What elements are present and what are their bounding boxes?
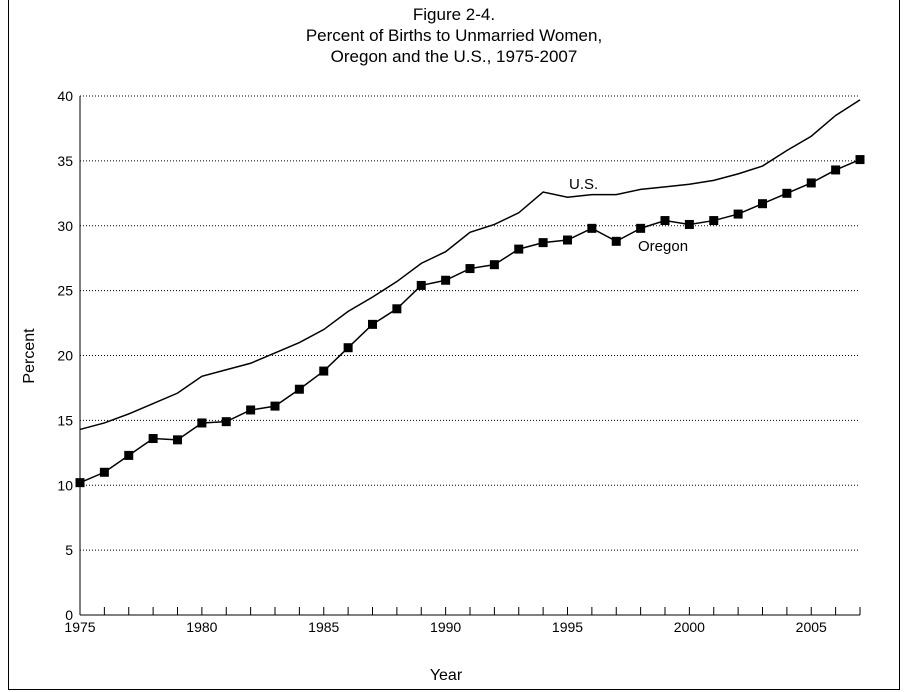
y-gridlines	[80, 95, 860, 551]
data-point-marker	[148, 434, 158, 444]
series-line-oregon	[79, 158, 861, 484]
data-point-marker	[392, 304, 402, 314]
x-tick-label: 1995	[552, 619, 583, 635]
y-tick-label: 20	[57, 348, 73, 364]
data-point-marker	[197, 418, 207, 428]
x-tick-label: 1985	[308, 619, 339, 635]
data-point-marker	[75, 478, 85, 488]
data-point-marker	[538, 238, 548, 248]
data-point-marker	[99, 467, 109, 477]
x-tick-label: 1975	[64, 619, 95, 635]
y-tick-label: 0	[65, 607, 73, 623]
data-point-marker	[221, 417, 231, 427]
data-point-marker	[270, 401, 280, 411]
data-point-marker	[173, 435, 182, 445]
data-point-marker	[416, 280, 426, 290]
y-tick-label: 5	[65, 542, 73, 558]
data-point-marker	[709, 216, 719, 226]
data-point-marker	[343, 343, 353, 353]
data-point-marker	[489, 260, 499, 270]
x-tick-label: 1990	[430, 619, 461, 635]
data-point-marker	[294, 384, 304, 394]
x-tick-label: 1980	[186, 619, 217, 635]
data-point-marker	[636, 223, 646, 233]
chart-title: Figure 2-4. Percent of Births to Unmarri…	[306, 5, 602, 66]
data-point-marker	[758, 199, 767, 209]
data-point-marker	[319, 366, 329, 376]
data-point-marker	[246, 405, 256, 415]
series-line-us	[79, 99, 861, 431]
data-series	[75, 99, 865, 488]
y-tick-label: 40	[57, 88, 73, 104]
chart-title-line-1: Figure 2-4.	[413, 5, 495, 24]
x-tick-labels: 1975 1980 1985 1990 1995 2000 2005	[64, 619, 827, 635]
data-point-marker	[733, 209, 743, 219]
data-point-marker	[124, 450, 134, 460]
series-label-us: U.S.	[569, 176, 598, 193]
data-point-marker	[684, 219, 694, 229]
data-point-marker	[806, 178, 816, 188]
y-tick-label: 30	[57, 218, 73, 234]
x-tick-label: 2000	[674, 619, 705, 635]
data-point-marker	[563, 235, 572, 245]
data-point-marker	[587, 223, 597, 233]
data-point-marker	[782, 188, 792, 198]
x-tick-label: 2005	[796, 619, 827, 635]
y-axis-label: Percent	[21, 328, 38, 384]
chart-frame	[8, 0, 900, 690]
x-axis-label: Year	[430, 667, 463, 684]
chart-title-line-3: Oregon and the U.S., 1975-2007	[331, 47, 578, 66]
data-point-marker	[855, 155, 865, 165]
data-point-marker	[368, 319, 377, 329]
series-label-oregon: Oregon	[638, 238, 688, 255]
data-point-marker	[441, 275, 451, 285]
chart-title-line-2: Percent of Births to Unmarried Women,	[306, 26, 602, 45]
axes	[79, 96, 861, 616]
data-point-marker	[831, 165, 841, 175]
data-point-marker	[514, 244, 524, 254]
y-tick-labels: 0 5 10 15 20 25 30 35 40	[57, 88, 73, 623]
y-tick-label: 15	[57, 412, 73, 428]
data-point-marker	[465, 264, 475, 274]
data-point-marker	[611, 236, 621, 246]
y-tick-label: 10	[57, 477, 73, 493]
y-tick-label: 35	[57, 153, 73, 169]
y-tick-label: 25	[57, 283, 73, 299]
data-point-marker	[660, 216, 670, 226]
